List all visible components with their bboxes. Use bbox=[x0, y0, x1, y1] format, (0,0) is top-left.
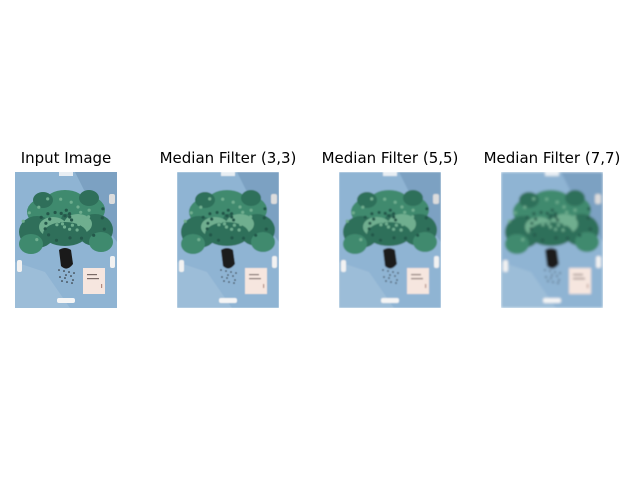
panel-title: Median Filter (3,3) bbox=[159, 149, 297, 167]
panel-title: Input Image bbox=[20, 149, 112, 167]
panel-title: Median Filter (5,5) bbox=[321, 149, 459, 167]
plant-photo bbox=[177, 172, 279, 308]
panel-median-5: Median Filter (5,5) bbox=[305, 148, 475, 310]
panel-median-7: Median Filter (7,7) bbox=[467, 148, 637, 310]
panel-input-image: Input Image bbox=[0, 148, 151, 310]
panel-median-3: Median Filter (3,3) bbox=[143, 148, 313, 310]
panel-title: Median Filter (7,7) bbox=[483, 149, 621, 167]
plant-photo-svg bbox=[177, 172, 279, 308]
plant-photo-svg bbox=[339, 172, 441, 308]
plant-photo-svg bbox=[501, 172, 603, 308]
plant-photo bbox=[501, 172, 603, 308]
plant-photo-svg bbox=[15, 172, 117, 308]
plant-photo bbox=[15, 172, 117, 308]
plant-photo bbox=[339, 172, 441, 308]
